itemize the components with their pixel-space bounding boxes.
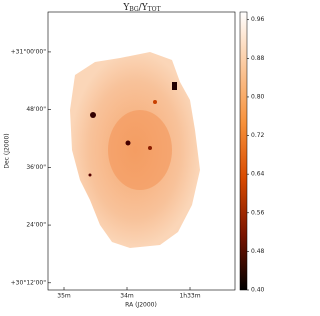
title-part: TOT bbox=[148, 6, 161, 13]
y-tick-label: 24'00" bbox=[26, 222, 46, 229]
colorbar bbox=[239, 11, 248, 291]
chart-title: YBG/YTOT bbox=[122, 3, 160, 13]
y-tick-label: +31°00'00" bbox=[11, 48, 47, 55]
colorbar-tick-label: 0.88 bbox=[251, 55, 265, 62]
x-axis-label: RA (J2000) bbox=[125, 302, 157, 309]
colorbar-tick-label: 0.40 bbox=[251, 287, 265, 294]
source bbox=[90, 112, 96, 118]
x-tick-label: 1h33m bbox=[179, 293, 200, 300]
x-tick-label: 35m bbox=[57, 293, 71, 300]
title-part: /Y bbox=[139, 3, 149, 13]
plot-frame bbox=[47, 11, 236, 291]
source bbox=[88, 173, 92, 177]
title-part: BG bbox=[129, 6, 139, 13]
colorbar-tick-label: 0.56 bbox=[251, 209, 265, 216]
y-tick-label: +30°12'00" bbox=[11, 279, 47, 286]
x-tick-label: 34m bbox=[120, 293, 134, 300]
galaxy-core bbox=[108, 110, 172, 190]
y-tick-label: 48'00" bbox=[26, 106, 46, 113]
source bbox=[153, 100, 157, 104]
colorbar-tick-label: 0.80 bbox=[251, 93, 265, 100]
colorbar-tick-label: 0.48 bbox=[251, 248, 265, 255]
colorbar-tick-label: 0.72 bbox=[251, 132, 265, 139]
colorbar-tick-label: 0.64 bbox=[251, 171, 265, 178]
y-tick-label: 36'00" bbox=[26, 164, 46, 171]
title-part: Y bbox=[122, 3, 130, 13]
colorbar-tick-label: 0.96 bbox=[251, 16, 265, 23]
chart: YBG/YTOT Dec (J2000) RA (J2000) 35m 34m 1h… bbox=[4, 3, 265, 309]
source bbox=[172, 82, 177, 90]
source bbox=[125, 140, 131, 146]
y-axis-label: Dec (J2000) bbox=[4, 133, 11, 168]
sky-map bbox=[70, 52, 200, 248]
source bbox=[148, 146, 152, 150]
